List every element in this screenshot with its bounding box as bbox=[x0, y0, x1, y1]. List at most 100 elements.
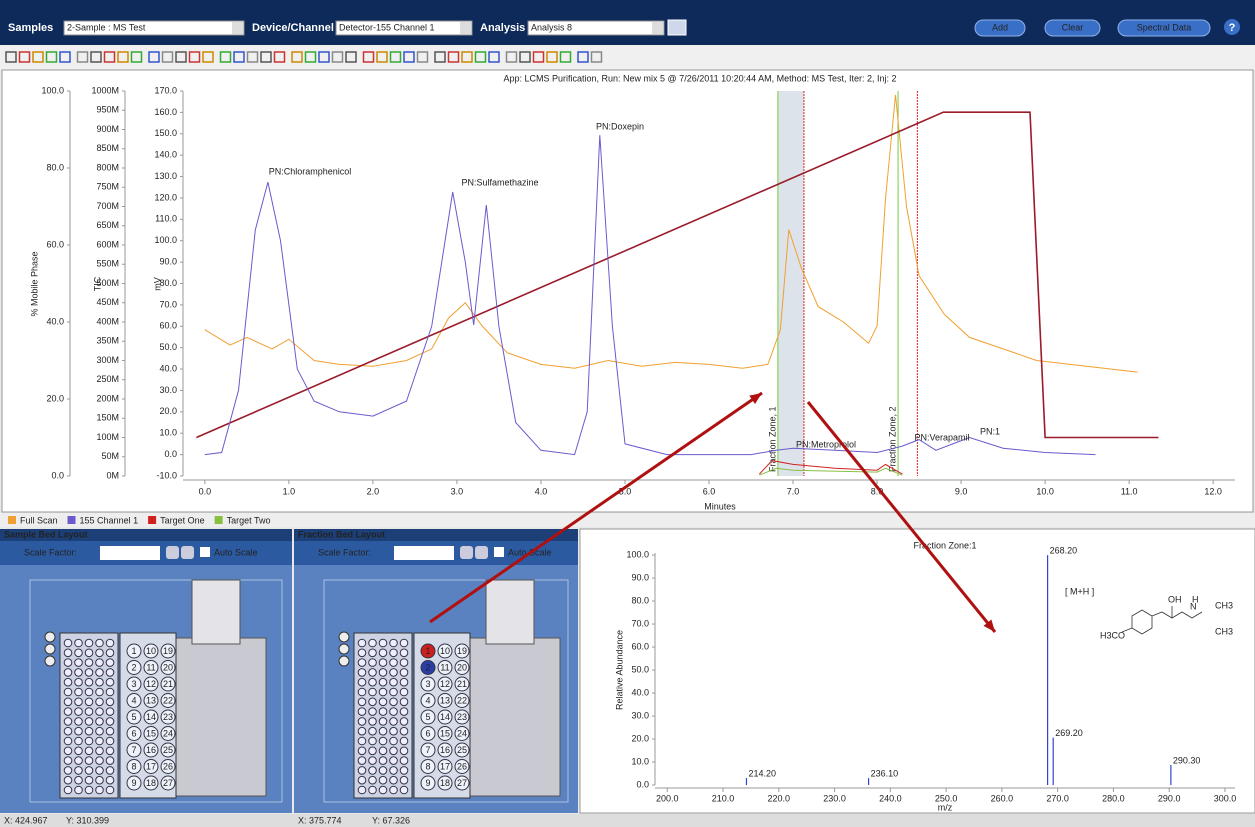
device-dropdown[interactable] bbox=[335, 20, 473, 36]
vial[interactable] bbox=[420, 643, 436, 659]
header-button-label[interactable]: Spectral Data bbox=[1137, 22, 1192, 32]
toolbar-icon[interactable] bbox=[175, 51, 187, 63]
auto-scale-checkbox[interactable] bbox=[200, 547, 210, 557]
vial[interactable] bbox=[454, 742, 470, 758]
vial[interactable] bbox=[160, 676, 176, 692]
vial[interactable] bbox=[454, 660, 470, 675]
toolbar-icon[interactable] bbox=[389, 51, 402, 63]
zoom-in[interactable] bbox=[166, 546, 179, 559]
toolbar-icon[interactable] bbox=[32, 51, 44, 63]
toolbar-icon[interactable] bbox=[18, 51, 31, 63]
analysis-dropdown[interactable] bbox=[527, 20, 665, 36]
toolbar-icon[interactable] bbox=[161, 51, 174, 63]
vial[interactable] bbox=[143, 742, 159, 758]
toolbar-icon[interactable] bbox=[505, 51, 518, 63]
vial[interactable] bbox=[160, 759, 176, 774]
zoom-out[interactable] bbox=[475, 546, 488, 559]
vial[interactable] bbox=[437, 775, 453, 791]
vial[interactable] bbox=[420, 660, 436, 675]
toolbar-icon[interactable] bbox=[345, 51, 357, 63]
toolbar-icon[interactable] bbox=[273, 51, 286, 63]
toolbar-icon[interactable] bbox=[5, 51, 17, 63]
toolbar-icon[interactable] bbox=[403, 51, 415, 63]
go-button[interactable] bbox=[667, 19, 687, 36]
vial[interactable] bbox=[126, 676, 142, 692]
samples-dropdown[interactable] bbox=[63, 20, 245, 36]
help-label[interactable]: ? bbox=[1229, 22, 1236, 34]
vial[interactable] bbox=[143, 759, 159, 774]
vial[interactable] bbox=[143, 775, 159, 791]
vial[interactable] bbox=[126, 693, 142, 708]
vial[interactable] bbox=[126, 759, 142, 774]
vial[interactable] bbox=[143, 676, 159, 692]
vial[interactable] bbox=[126, 775, 142, 791]
toolbar-icon[interactable] bbox=[331, 51, 344, 63]
vial[interactable] bbox=[160, 742, 176, 758]
vial[interactable] bbox=[126, 660, 142, 675]
vial[interactable] bbox=[437, 709, 453, 725]
toolbar-icon[interactable] bbox=[546, 51, 558, 63]
toolbar-icon[interactable] bbox=[59, 51, 71, 63]
vial[interactable] bbox=[160, 709, 176, 725]
vial[interactable] bbox=[454, 676, 470, 692]
toolbar-icon[interactable] bbox=[304, 51, 317, 63]
vial[interactable] bbox=[160, 660, 176, 675]
vial[interactable] bbox=[420, 693, 436, 708]
vial[interactable] bbox=[437, 726, 453, 741]
toolbar-icon[interactable] bbox=[519, 51, 531, 63]
vial[interactable] bbox=[143, 693, 159, 708]
vial[interactable] bbox=[420, 759, 436, 774]
header-button-label[interactable]: Add bbox=[992, 22, 1008, 32]
toolbar-icon[interactable] bbox=[76, 51, 89, 63]
vial[interactable] bbox=[143, 709, 159, 725]
toolbar-icon[interactable] bbox=[447, 51, 460, 63]
vial[interactable] bbox=[126, 709, 142, 725]
dropdown-btn[interactable] bbox=[460, 22, 471, 34]
toolbar-icon[interactable] bbox=[532, 51, 545, 63]
toolbar-icon[interactable] bbox=[577, 51, 589, 63]
toolbar-icon[interactable] bbox=[117, 51, 129, 63]
toolbar-icon[interactable] bbox=[90, 51, 102, 63]
toolbar-icon[interactable] bbox=[488, 51, 500, 63]
toolbar-icon[interactable] bbox=[362, 51, 375, 63]
vial[interactable] bbox=[437, 759, 453, 774]
vial[interactable] bbox=[420, 775, 436, 791]
auto-scale-checkbox[interactable] bbox=[494, 547, 504, 557]
toolbar-icon[interactable] bbox=[188, 51, 201, 63]
toolbar-icon[interactable] bbox=[148, 51, 160, 63]
vial[interactable] bbox=[126, 742, 142, 758]
vial[interactable] bbox=[454, 775, 470, 791]
vial[interactable] bbox=[454, 709, 470, 725]
vial[interactable] bbox=[420, 742, 436, 758]
vial[interactable] bbox=[437, 693, 453, 708]
zoom-out[interactable] bbox=[181, 546, 194, 559]
vial[interactable] bbox=[454, 643, 470, 659]
vial[interactable] bbox=[454, 726, 470, 741]
help-button[interactable] bbox=[1224, 19, 1240, 35]
dropdown-btn[interactable] bbox=[232, 22, 243, 34]
toolbar-icon[interactable] bbox=[130, 51, 143, 63]
vial[interactable] bbox=[437, 676, 453, 692]
vial[interactable] bbox=[437, 742, 453, 758]
toolbar-icon[interactable] bbox=[45, 51, 58, 63]
vial[interactable] bbox=[437, 660, 453, 675]
header-button[interactable] bbox=[1117, 19, 1211, 37]
vial[interactable] bbox=[454, 759, 470, 774]
toolbar-icon[interactable] bbox=[103, 51, 116, 63]
scale-input[interactable] bbox=[100, 546, 160, 560]
toolbar-icon[interactable] bbox=[559, 51, 572, 63]
vial[interactable] bbox=[437, 643, 453, 659]
vial[interactable] bbox=[126, 726, 142, 741]
toolbar-icon[interactable] bbox=[246, 51, 259, 63]
toolbar-icon[interactable] bbox=[376, 51, 388, 63]
toolbar-icon[interactable] bbox=[434, 51, 446, 63]
vial[interactable] bbox=[454, 693, 470, 708]
vial[interactable] bbox=[143, 643, 159, 659]
toolbar-icon[interactable] bbox=[233, 51, 245, 63]
header-button-label[interactable]: Clear bbox=[1062, 22, 1084, 32]
toolbar-icon[interactable] bbox=[260, 51, 272, 63]
vial[interactable] bbox=[143, 726, 159, 741]
toolbar-icon[interactable] bbox=[291, 51, 303, 63]
vial[interactable] bbox=[160, 643, 176, 659]
toolbar-icon[interactable] bbox=[202, 51, 214, 63]
